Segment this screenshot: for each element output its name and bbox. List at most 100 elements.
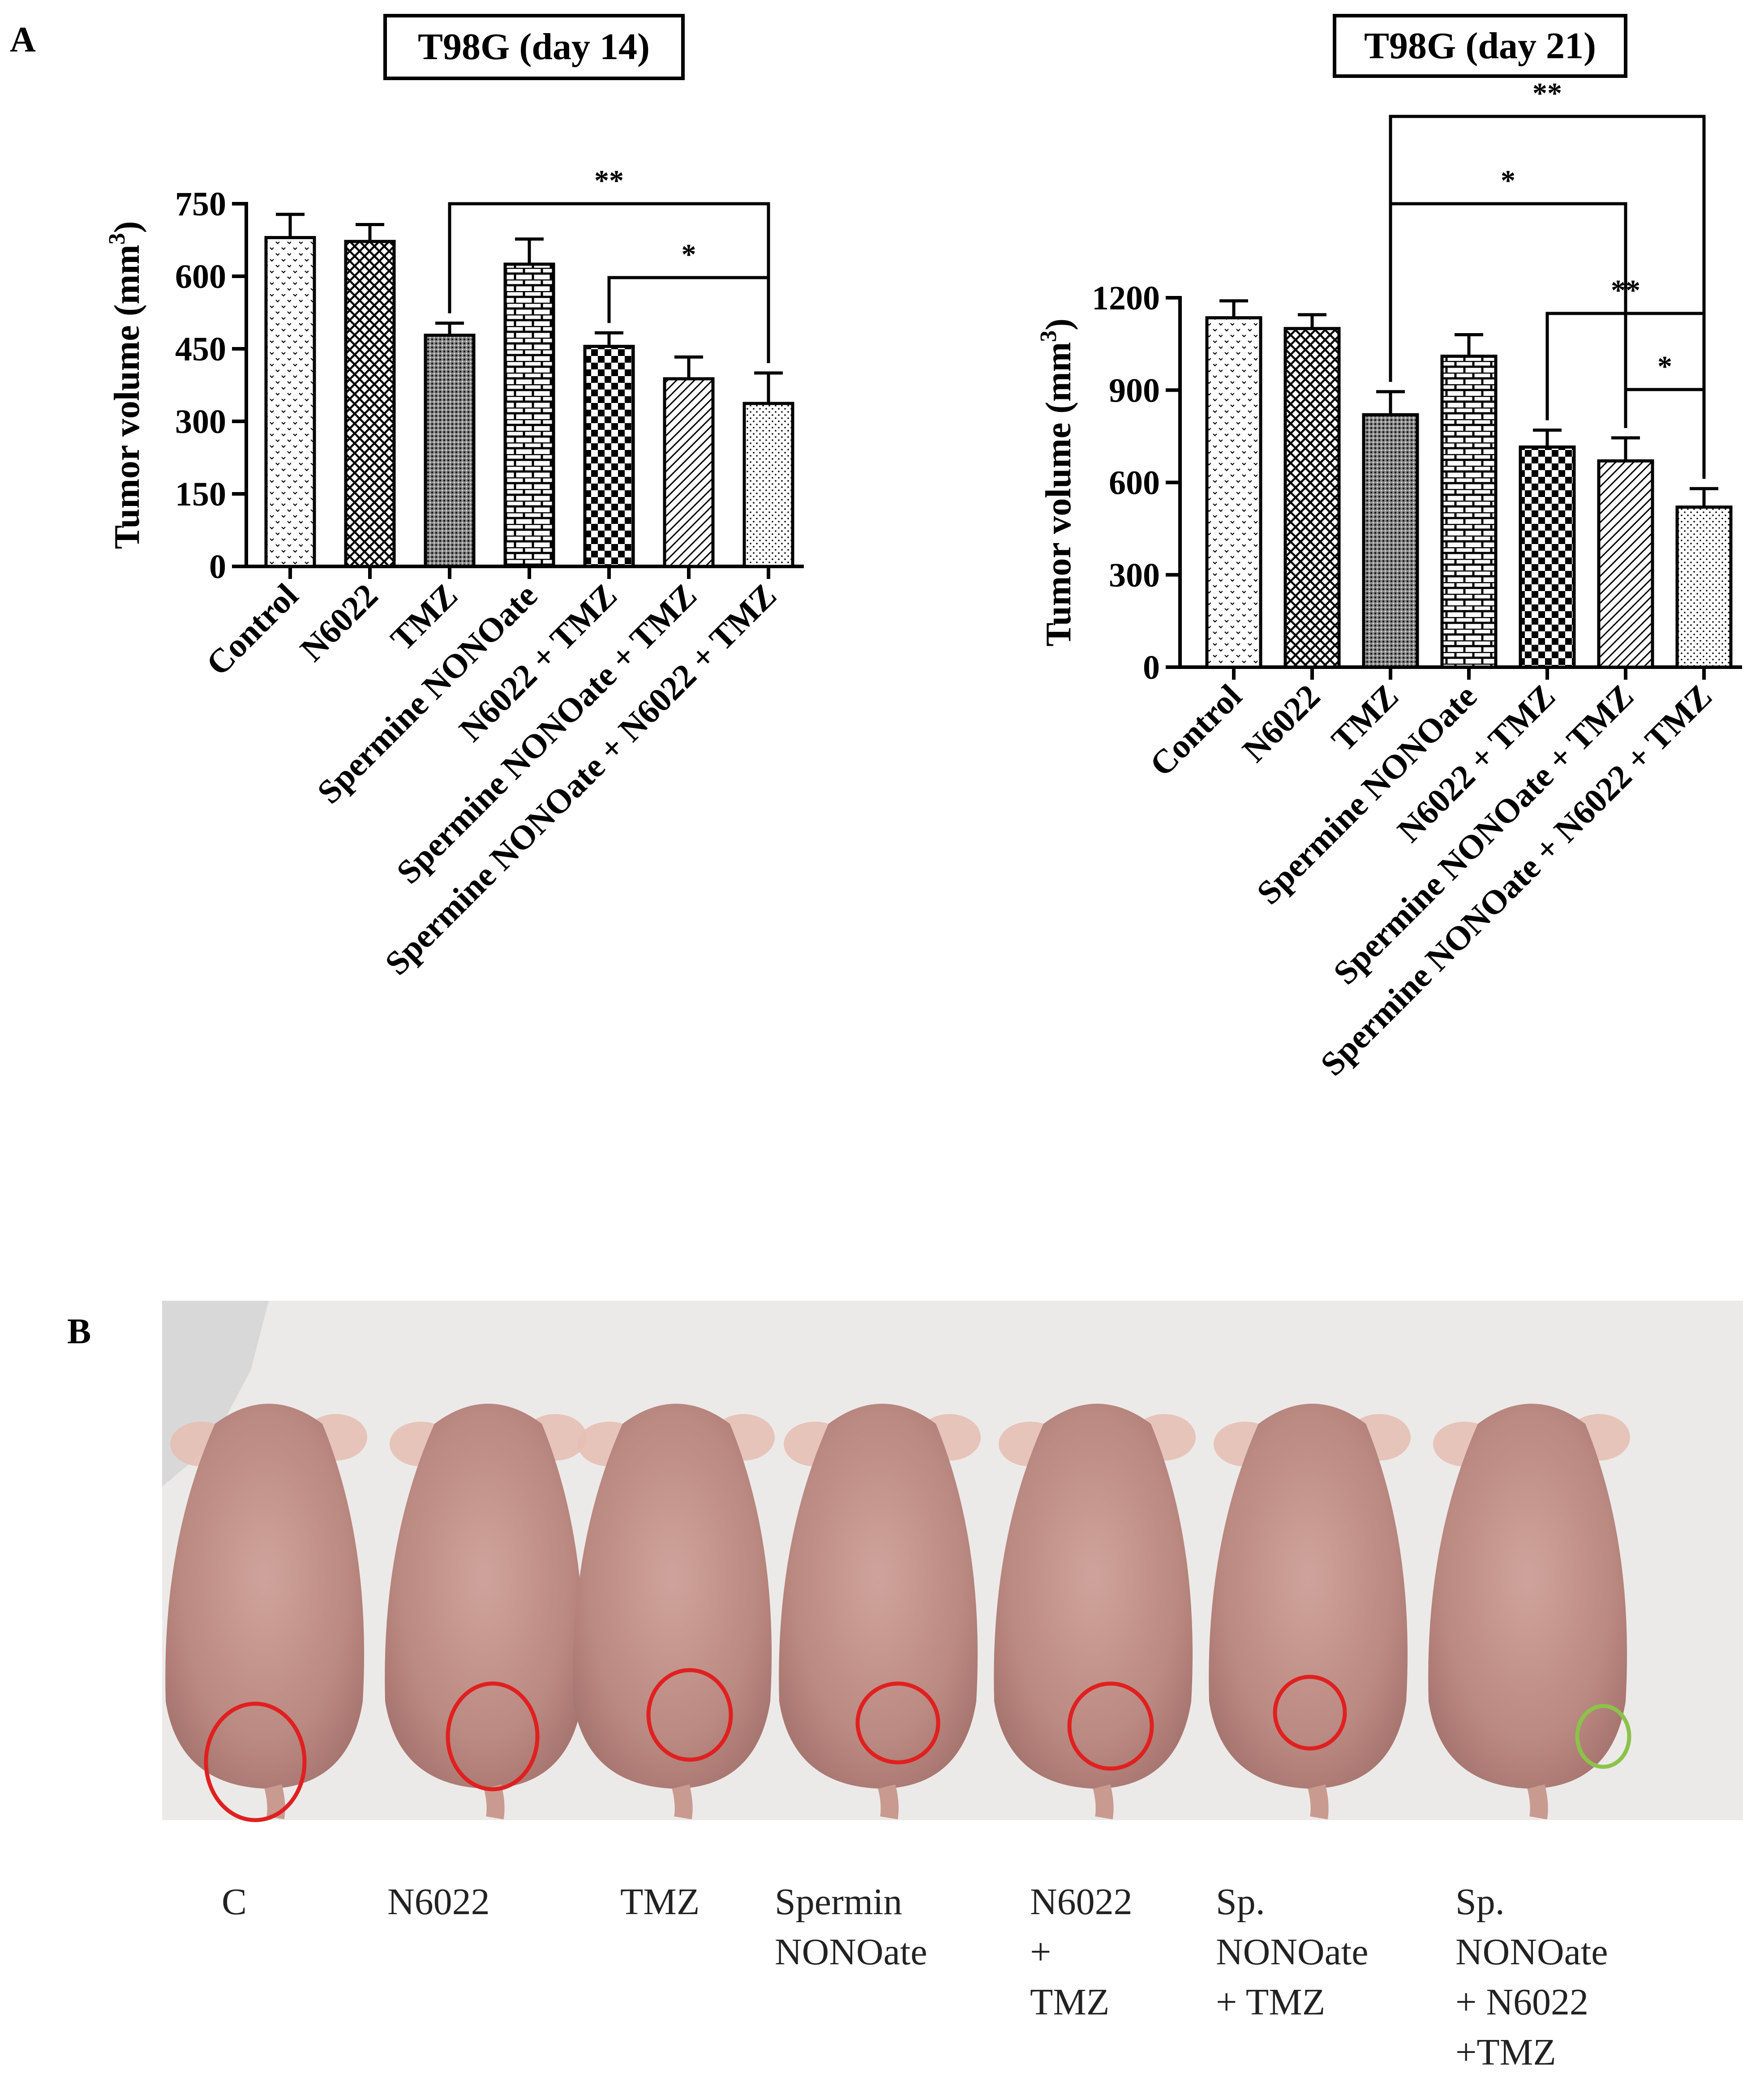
mouse-5 xyxy=(994,1404,1196,1820)
mouse-caption-line: NONOate xyxy=(1455,1931,1608,1973)
mouse-3 xyxy=(573,1404,775,1820)
bar-n6022 xyxy=(1283,327,1341,669)
mouse-caption-2: N6022 xyxy=(387,1881,490,1923)
tumor-circle xyxy=(855,1681,940,1765)
bar-n6022-tmz xyxy=(1519,445,1576,669)
significance-bracket xyxy=(1389,202,1627,428)
y-tick-label: 0 xyxy=(209,548,226,586)
mouse-caption-line: C xyxy=(222,1881,247,1923)
chart-day-14: T98G (day 14) 0 150 300 450 600 750 Tumor volum… xyxy=(104,14,804,982)
significance-bracket xyxy=(1624,388,1706,479)
y-axis-label-superscript: 3 xyxy=(1036,330,1061,342)
x-tick-label: N6022 xyxy=(293,577,385,669)
significance-marker: * xyxy=(682,238,696,271)
mouse-caption-line: N6022 xyxy=(387,1881,490,1923)
mouse-tail xyxy=(1308,1784,1329,1820)
bar-n6022 xyxy=(344,240,396,568)
tumor-circle xyxy=(1067,1681,1154,1771)
mouse-caption-6: Sp. NONOate + TMZ xyxy=(1216,1881,1369,2023)
y-tick-label: 300 xyxy=(175,403,226,441)
tumor-circle xyxy=(446,1681,540,1791)
mouse-caption-line: TMZ xyxy=(1030,1981,1109,2023)
mouse-caption-line: + xyxy=(1030,1931,1051,1973)
significance-marker: ** xyxy=(1532,77,1562,110)
mouse-caption-line: Sp. xyxy=(1216,1881,1265,1923)
significance-bracket xyxy=(1389,115,1706,479)
y-tick-label: 150 xyxy=(175,476,226,513)
mouse-caption-7: Sp. NONOate + N6022 +TMZ xyxy=(1455,1881,1608,2073)
y-axis-label-close: ) xyxy=(1039,318,1078,330)
mouse-body xyxy=(1209,1404,1408,1789)
mouse-tail xyxy=(1527,1784,1548,1820)
bar-spermine-nonoate-n6022-tmz xyxy=(743,402,794,568)
panel-a-label: A xyxy=(10,20,36,60)
bar-spermine-nonoate-tmz xyxy=(1597,459,1654,669)
significance-bracket xyxy=(607,276,770,363)
bar-tmz xyxy=(424,334,476,568)
mouse-caption-line: TMZ xyxy=(620,1881,700,1923)
no-tumor-circle xyxy=(1575,1704,1631,1769)
bar-n6022-tmz xyxy=(583,345,635,568)
x-tick-label: Control xyxy=(1142,677,1249,784)
chart-title: T98G (day 14) xyxy=(418,26,650,68)
bar-spermine-nonoate-n6022-tmz xyxy=(1675,506,1733,669)
mouse-caption-line: Sp. xyxy=(1455,1881,1505,1923)
bar-control xyxy=(264,236,316,568)
mouse-caption-line: NONOate xyxy=(775,1931,927,1973)
chart-title: T98G (day 21) xyxy=(1364,25,1596,67)
mouse-caption-line: + TMZ xyxy=(1216,1981,1325,2023)
chart-day-21: T98G (day 21) 0 300 600 900 1200 Tumor volume … xyxy=(1036,14,1742,1083)
bar-spermine-nonoate xyxy=(1440,355,1498,669)
panel-b-label: B xyxy=(67,1312,91,1351)
mouse-caption-line: NONOate xyxy=(1216,1931,1369,1973)
mouse-tail xyxy=(672,1784,693,1820)
x-tick-label: N6022 xyxy=(1235,677,1327,770)
tumor-circle xyxy=(1273,1675,1347,1751)
mouse-body xyxy=(165,1404,365,1789)
mouse-7 xyxy=(1428,1404,1631,1820)
x-tick-label: Control xyxy=(199,577,305,683)
y-axis-label: Tumor volume (mm3) xyxy=(104,221,147,549)
bar-spermine-nonoate xyxy=(503,262,555,568)
y-axis-label-superscript: 3 xyxy=(104,233,130,244)
mouse-1 xyxy=(165,1404,367,1822)
y-tick-label: 600 xyxy=(1109,464,1160,502)
mouse-6 xyxy=(1209,1404,1411,1820)
mouse-caption-5: N6022 + TMZ xyxy=(1030,1881,1133,2023)
y-tick-label: 300 xyxy=(1109,557,1160,594)
chart-title-box xyxy=(383,14,685,80)
bar-tmz xyxy=(1362,413,1419,669)
mouse-caption-3: TMZ xyxy=(620,1881,700,1923)
chart-title-box xyxy=(1333,14,1627,78)
mouse-caption-1: C xyxy=(222,1881,247,1923)
y-axis-label-main: Tumor volume (mm xyxy=(107,244,147,549)
mouse-caption-line: +TMZ xyxy=(1455,2031,1556,2073)
mouse-caption-line: N6022 xyxy=(1030,1881,1133,1923)
mouse-photo xyxy=(162,1301,1743,1822)
mouse-tail xyxy=(484,1784,505,1820)
significance-marker: ** xyxy=(1611,274,1640,307)
tumor-circle xyxy=(646,1668,733,1762)
y-tick-label: 450 xyxy=(175,330,226,368)
y-tick-label: 750 xyxy=(175,185,226,223)
significance-marker: * xyxy=(1501,164,1515,197)
tumor-circle xyxy=(204,1701,307,1822)
y-tick-label: 0 xyxy=(1143,649,1160,686)
mouse-body xyxy=(994,1404,1193,1789)
mouse-2 xyxy=(385,1404,587,1820)
y-axis-label-main: Tumor volume (mm xyxy=(1039,342,1078,647)
mouse-4 xyxy=(779,1404,981,1820)
y-axis-label-close: ) xyxy=(107,221,147,233)
mouse-tail xyxy=(878,1784,899,1820)
y-tick-label: 600 xyxy=(175,258,226,296)
significance-marker: ** xyxy=(594,164,624,197)
mouse-caption-4: Spermin NONOate xyxy=(775,1881,927,1973)
y-tick-label: 1200 xyxy=(1092,279,1160,317)
mice-row xyxy=(165,1404,1631,1822)
mouse-body xyxy=(573,1404,772,1789)
mouse-caption-line: Spermin xyxy=(775,1881,902,1923)
bar-spermine-nonoate-tmz xyxy=(663,377,715,568)
mouse-body xyxy=(779,1404,978,1789)
